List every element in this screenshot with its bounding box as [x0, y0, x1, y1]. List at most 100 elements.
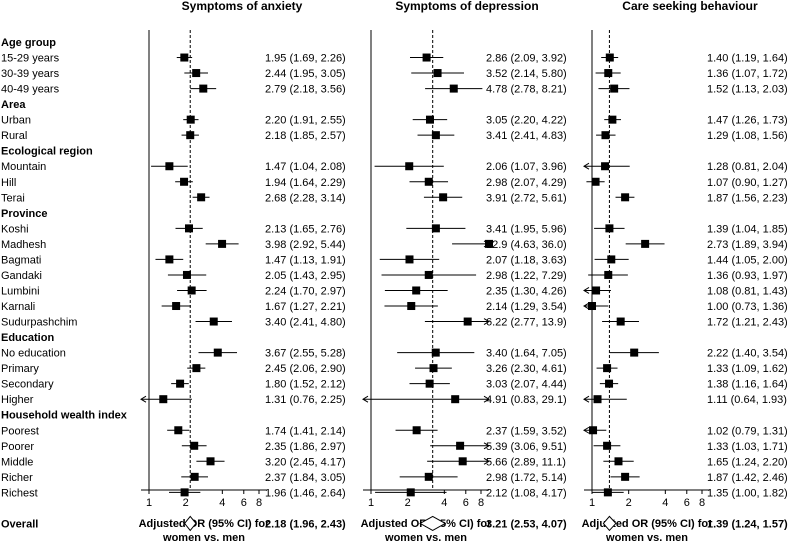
or-point	[616, 317, 625, 326]
ci-value: 5.66 (2.89, 11.1)	[486, 456, 566, 468]
ci-value: 2.18 (1.96, 2.43)	[265, 518, 346, 530]
ci-value: 12.9 (4.63, 36.0)	[486, 239, 567, 251]
or-point	[431, 224, 440, 233]
row-label: 40-49 years	[1, 84, 60, 96]
ci-value: 1.96 (1.46, 2.64)	[265, 487, 346, 499]
ci-value: 3.21 (2.53, 4.07)	[486, 518, 567, 530]
x-axis-label: Adjusted OR (95% CI) for	[582, 518, 714, 530]
or-point	[190, 472, 199, 481]
ci-value: 6.22 (2.77, 13.9)	[486, 317, 567, 329]
or-point	[412, 426, 421, 435]
row-label: Hill	[1, 177, 16, 189]
ci-value: 2.45 (2.06, 2.90)	[265, 363, 346, 375]
ci-value: 3.40 (2.41, 4.80)	[265, 317, 346, 329]
or-point	[451, 395, 460, 404]
or-point	[601, 131, 610, 140]
group-label: Overall	[1, 518, 38, 530]
group-label: Education	[1, 332, 54, 344]
ci-value: 1.44 (1.05, 2.00)	[707, 254, 788, 266]
panel-title: Care seeking behaviour	[622, 0, 758, 13]
ci-value: 1.02 (0.79, 1.31)	[707, 425, 788, 437]
or-point	[605, 379, 614, 388]
x-axis-label: women vs. men	[384, 532, 467, 544]
or-point	[588, 302, 596, 311]
x-tick-label: 2	[405, 497, 411, 509]
ci-value: 3.91 (2.72, 5.61)	[486, 192, 567, 204]
ci-value: 1.33 (1.09, 1.62)	[707, 363, 788, 375]
ci-arrow-right	[483, 395, 490, 403]
ci-value: 4.78 (2.78, 8.21)	[486, 84, 567, 96]
ci-value: 1.47 (1.26, 1.73)	[707, 115, 788, 127]
row-label: Poorer	[1, 441, 34, 453]
or-point	[591, 177, 600, 186]
ci-value: 2.37 (1.59, 3.52)	[486, 425, 567, 437]
ci-value: 3.05 (2.20, 4.22)	[486, 115, 567, 127]
ci-value: 3.40 (1.64, 7.05)	[486, 348, 567, 360]
or-point	[610, 84, 619, 93]
or-point	[439, 193, 448, 202]
row-label: Lumbini	[1, 285, 40, 297]
ci-value: 1.36 (0.93, 1.97)	[707, 270, 788, 282]
or-point	[405, 255, 414, 264]
or-point	[187, 286, 196, 295]
ci-value: 3.41 (1.95, 5.96)	[486, 223, 567, 235]
ci-value: 1.33 (1.03, 1.71)	[707, 441, 788, 453]
row-label: Rural	[1, 130, 27, 142]
x-axis-label: women vs. men	[162, 532, 245, 544]
ci-value: 1.11 (0.64, 1.93)	[707, 394, 787, 406]
panel-title: Symptoms of anxiety	[182, 0, 303, 13]
or-point	[463, 317, 472, 326]
ci-value: 4.91 (0.83, 29.1)	[486, 394, 567, 406]
ci-value: 1.00 (0.73, 1.36)	[707, 301, 788, 313]
or-point	[614, 457, 623, 466]
or-point	[184, 224, 193, 233]
row-label: Richest	[1, 487, 38, 499]
x-tick-label: 4	[441, 497, 447, 509]
row-label: Urban	[1, 115, 31, 127]
or-point	[424, 177, 433, 186]
ci-value: 1.94 (1.64, 2.29)	[265, 177, 346, 189]
or-point	[604, 69, 613, 78]
row-label: No education	[1, 348, 66, 360]
group-label: Ecological region	[1, 146, 93, 158]
or-point	[180, 177, 189, 186]
or-point	[449, 84, 458, 93]
ci-value: 2.12 (1.08, 4.17)	[486, 487, 567, 499]
or-point	[407, 302, 416, 311]
or-point	[433, 69, 442, 78]
x-tick-label: 2	[626, 497, 632, 509]
ci-value: 3.41 (2.41, 4.83)	[486, 130, 567, 142]
ci-value: 2.20 (1.91, 2.55)	[265, 115, 346, 127]
ci-value: 3.98 (2.92, 5.44)	[265, 239, 346, 251]
ci-arrow-right	[483, 457, 490, 465]
x-tick-label: 1	[589, 497, 595, 509]
or-point	[425, 115, 434, 124]
or-point	[605, 53, 614, 62]
or-point	[603, 364, 612, 373]
or-point	[456, 441, 465, 450]
ci-value: 3.52 (2.14, 5.80)	[486, 68, 567, 80]
ci-value: 2.22 (1.40, 3.54)	[707, 348, 788, 360]
ci-value: 1.72 (1.21, 2.43)	[707, 317, 788, 329]
ci-value: 3.03 (2.07, 4.44)	[486, 379, 567, 391]
x-tick-label: 8	[699, 497, 705, 509]
ci-arrow-left	[583, 162, 590, 170]
ci-value: 1.07 (0.90, 1.27)	[707, 177, 788, 189]
or-point	[213, 348, 222, 357]
group-label: Area	[1, 99, 26, 111]
or-point	[592, 286, 601, 295]
or-point	[621, 472, 630, 481]
overall-diamond	[419, 515, 447, 532]
ci-value: 2.44 (1.95, 3.05)	[265, 68, 346, 80]
ci-value: 1.87 (1.42, 2.46)	[707, 472, 788, 484]
ci-value: 1.74 (1.41, 2.14)	[265, 425, 346, 437]
ci-value: 1.47 (1.13, 1.91)	[265, 254, 346, 266]
or-point	[604, 270, 613, 279]
x-tick-label: 6	[241, 497, 247, 509]
x-tick-label: 6	[463, 497, 469, 509]
overall-diamond	[183, 515, 197, 532]
or-point	[186, 115, 195, 124]
or-point	[190, 441, 199, 450]
row-label: Madhesh	[1, 239, 46, 251]
